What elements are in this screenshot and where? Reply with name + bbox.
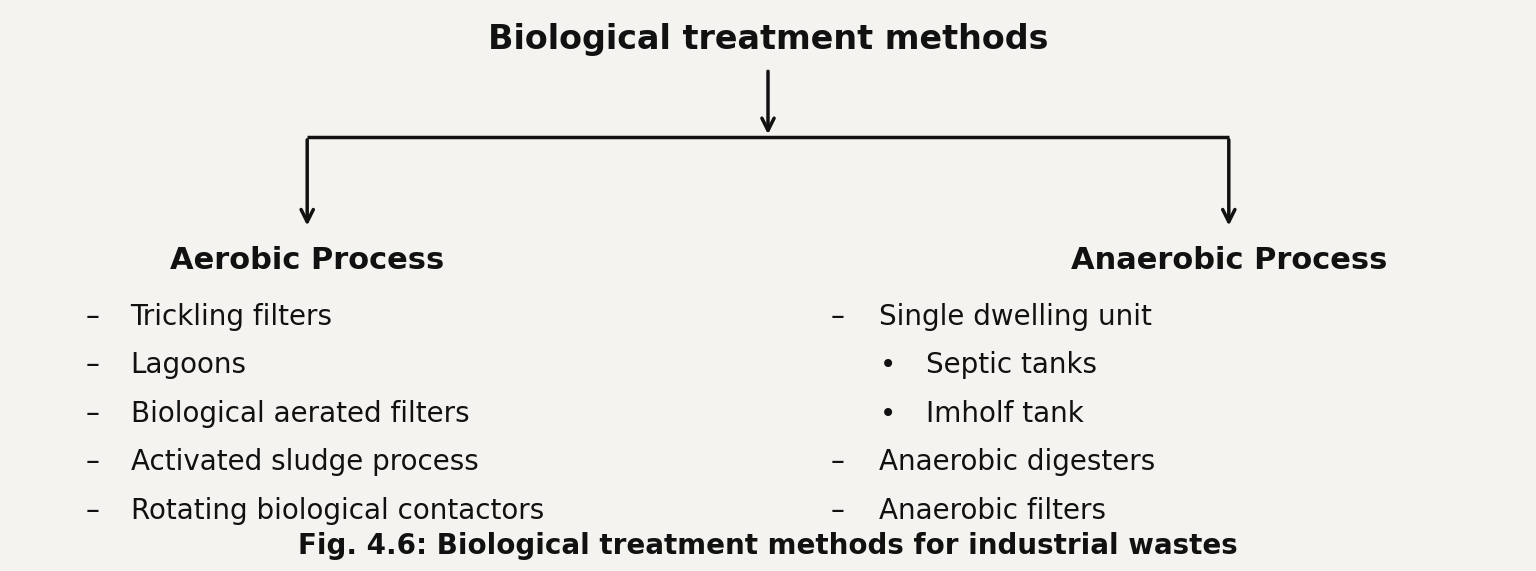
Text: •: • xyxy=(880,351,895,379)
Text: Rotating biological contactors: Rotating biological contactors xyxy=(131,497,544,525)
Text: –: – xyxy=(84,448,100,476)
Text: Single dwelling unit: Single dwelling unit xyxy=(879,303,1152,331)
Text: –: – xyxy=(829,448,845,476)
Text: Activated sludge process: Activated sludge process xyxy=(131,448,478,476)
Text: –: – xyxy=(829,303,845,331)
Text: Biological aerated filters: Biological aerated filters xyxy=(131,400,468,428)
Text: Anaerobic Process: Anaerobic Process xyxy=(1071,246,1387,275)
Text: Septic tanks: Septic tanks xyxy=(926,351,1097,379)
Text: Lagoons: Lagoons xyxy=(131,351,247,379)
Text: Imholf tank: Imholf tank xyxy=(926,400,1084,428)
Text: Fig. 4.6: Biological treatment methods for industrial wastes: Fig. 4.6: Biological treatment methods f… xyxy=(298,532,1238,560)
Text: Anaerobic digesters: Anaerobic digesters xyxy=(879,448,1155,476)
Text: –: – xyxy=(84,351,100,379)
Text: Trickling filters: Trickling filters xyxy=(131,303,333,331)
Text: –: – xyxy=(829,497,845,525)
Text: Aerobic Process: Aerobic Process xyxy=(170,246,444,275)
Text: –: – xyxy=(84,303,100,331)
Text: Biological treatment methods: Biological treatment methods xyxy=(488,23,1048,56)
Text: –: – xyxy=(84,400,100,428)
Text: •: • xyxy=(880,400,895,428)
Text: Anaerobic filters: Anaerobic filters xyxy=(879,497,1106,525)
Text: –: – xyxy=(84,497,100,525)
